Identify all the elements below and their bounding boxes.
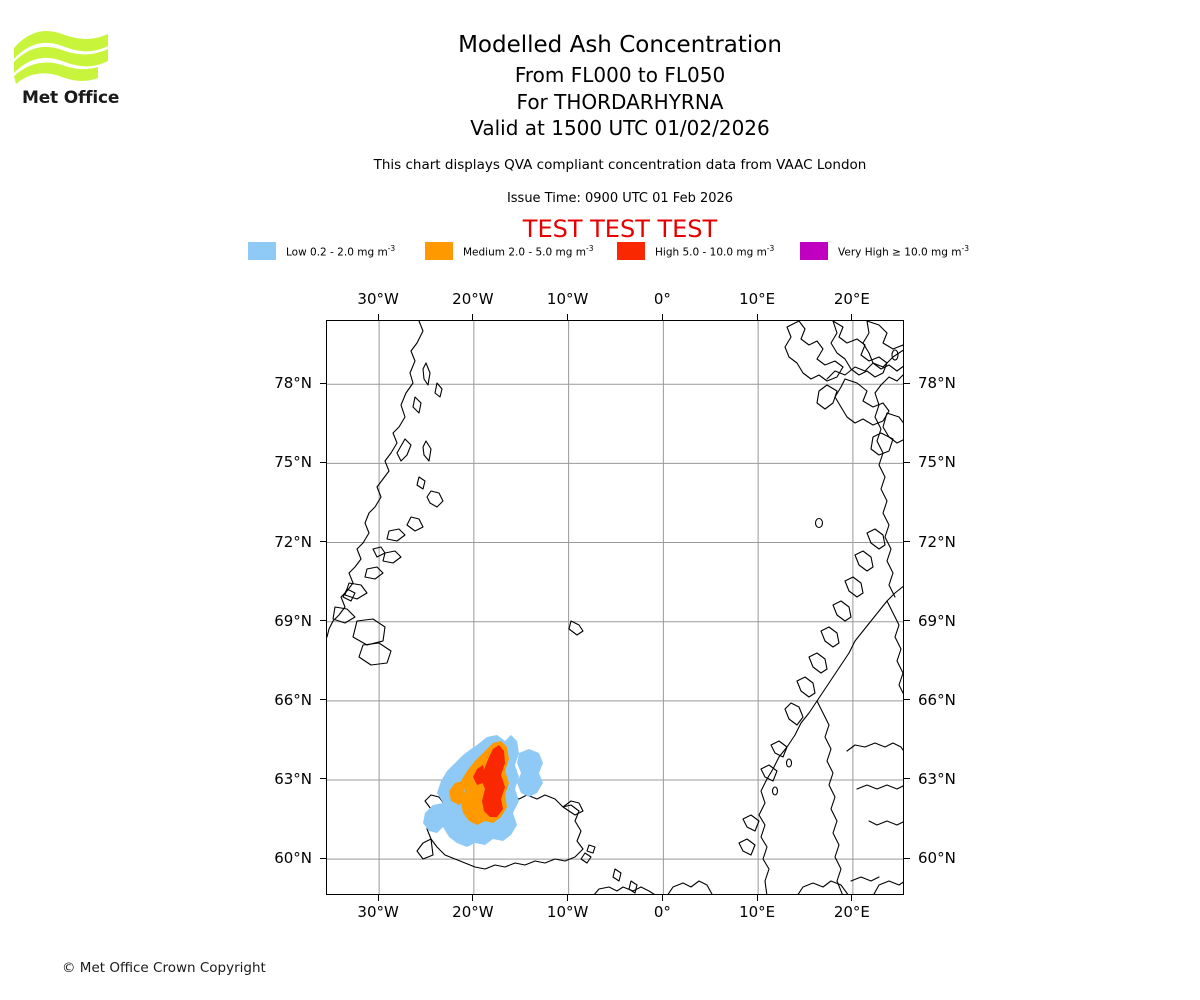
test-banner: TEST TEST TEST: [522, 215, 718, 243]
legend-text-very-high: Very High ≥ 10.0 mg m: [838, 246, 962, 259]
lat-label-left-3: 69°N: [274, 611, 312, 630]
lat-tickmark-left: [320, 382, 326, 384]
legend-sup-low: -3: [387, 243, 396, 253]
plume-high-contour: [481, 745, 505, 817]
legend-swatch-high: [617, 242, 645, 260]
legend-sup-medium: -3: [585, 243, 594, 253]
lon-label-top-4: 10°E: [739, 290, 776, 308]
lon-tickmark-bottom: [377, 895, 379, 901]
legend-item-very-high: Very High ≥ 10.0 mg m-3: [800, 241, 969, 261]
lat-label-left-1: 75°N: [274, 453, 312, 472]
lat-tickmark-right: [904, 857, 910, 859]
lat-tickmark-right: [904, 541, 910, 543]
lat-label-right-0: 78°N: [918, 374, 956, 393]
qva-compliance-note: This chart displays QVA compliant concen…: [373, 157, 867, 173]
lat-label-right-2: 72°N: [918, 532, 956, 551]
legend-item-medium: Medium 2.0 - 5.0 mg m-3: [425, 241, 593, 261]
plume-medium-lobe: [449, 781, 465, 805]
page-title: Modelled Ash Concentration: [458, 32, 782, 58]
lon-label-top-5: 20°E: [833, 290, 870, 308]
legend-item-high: High 5.0 - 10.0 mg m-3: [617, 241, 774, 261]
lat-tickmark-right: [904, 699, 910, 701]
lat-label-left-2: 72°N: [274, 532, 312, 551]
lon-tickmark-top: [567, 314, 569, 320]
lat-label-left-4: 66°N: [274, 690, 312, 709]
copyright-notice: © Met Office Crown Copyright: [62, 960, 266, 976]
lon-label-bottom-1: 20°W: [452, 903, 494, 921]
issue-time-label: Issue Time: 0900 UTC 01 Feb 2026: [506, 191, 734, 206]
lon-tickmark-bottom: [472, 895, 474, 901]
lat-label-right-1: 75°N: [918, 453, 956, 472]
lat-tickmark-left: [320, 541, 326, 543]
plume-high-streak: [473, 765, 485, 785]
lat-tickmark-left: [320, 461, 326, 463]
ash-concentration-map: 30°W 30°W 20°W 20°W 10°W 10°W 0° 0° 10°E 10°E 20°E…: [274, 290, 956, 921]
lon-tickmark-top: [851, 314, 853, 320]
legend-swatch-low: [248, 242, 276, 260]
legend-text-high: High 5.0 - 10.0 mg m: [655, 246, 767, 259]
legend-item-low: Low 0.2 - 2.0 mg m-3: [248, 241, 395, 261]
lon-label-bottom-4: 10°E: [739, 903, 776, 921]
legend-label-very-high: Very High ≥ 10.0 mg m-3: [838, 244, 969, 259]
legend-sup-high: -3: [766, 243, 775, 253]
lon-tickmark-bottom: [567, 895, 569, 901]
lon-label-bottom-5: 20°E: [833, 903, 870, 921]
lon-tickmark-bottom: [851, 895, 853, 901]
lon-label-bottom-3: 0°: [653, 903, 671, 921]
lon-tickmark-bottom: [756, 895, 758, 901]
lat-tickmark-left: [320, 857, 326, 859]
lon-label-top-0: 30°W: [357, 290, 399, 308]
plume-low-contour-east: [517, 749, 543, 797]
lat-tickmark-left: [320, 778, 326, 780]
legend-swatch-very-high: [800, 242, 828, 260]
lon-label-top-1: 20°W: [452, 290, 494, 308]
met-office-logo-mark: [14, 30, 108, 84]
title-valid-time: Valid at 1500 UTC 01/02/2026: [470, 116, 770, 140]
lat-label-left-5: 63°N: [274, 769, 312, 788]
lat-tickmark-right: [904, 620, 910, 622]
legend-swatch-medium: [425, 242, 453, 260]
legend-text-low: Low 0.2 - 2.0 mg m: [286, 246, 388, 259]
lat-tickmark-right: [904, 382, 910, 384]
ash-plume: [423, 735, 543, 847]
map-coastlines: [327, 321, 903, 894]
lat-label-right-4: 66°N: [918, 690, 956, 709]
legend-label-low: Low 0.2 - 2.0 mg m-3: [286, 244, 395, 259]
lat-label-right-5: 63°N: [918, 769, 956, 788]
lat-label-left-0: 78°N: [274, 374, 312, 393]
map-plot-frame: [326, 320, 904, 895]
legend-label-high: High 5.0 - 10.0 mg m-3: [655, 244, 774, 259]
lon-tickmark-top: [377, 314, 379, 320]
lat-label-left-6: 60°N: [274, 849, 312, 868]
legend-text-medium: Medium 2.0 - 5.0 mg m: [463, 246, 586, 259]
legend-sup-very-high: -3: [961, 243, 969, 253]
legend-label-medium: Medium 2.0 - 5.0 mg m-3: [463, 244, 593, 259]
plume-low-contour-west: [423, 803, 443, 833]
concentration-legend: Low 0.2 - 2.0 mg m-3 Medium 2.0 - 5.0 mg…: [248, 241, 988, 261]
lat-label-right-3: 69°N: [918, 611, 956, 630]
met-office-logo: Met Office: [12, 26, 132, 116]
lon-label-top-2: 10°W: [546, 290, 589, 308]
lat-tickmark-right: [904, 461, 910, 463]
map-canvas: [327, 321, 903, 894]
lat-tickmark-right: [904, 778, 910, 780]
met-office-wordmark: Met Office: [22, 88, 120, 108]
title-volcano: For THORDARHYRNA: [516, 90, 724, 114]
lon-tickmark-top: [756, 314, 758, 320]
lon-tickmark-top: [661, 314, 663, 320]
lat-tickmark-left: [320, 699, 326, 701]
lat-label-right-6: 60°N: [918, 849, 956, 868]
lat-tickmark-left: [320, 620, 326, 622]
lon-label-bottom-2: 10°W: [546, 903, 589, 921]
lon-tickmark-top: [472, 314, 474, 320]
lon-label-bottom-0: 30°W: [357, 903, 399, 921]
lon-tickmark-bottom: [661, 895, 663, 901]
title-flight-levels: From FL000 to FL050: [514, 63, 726, 87]
lon-label-top-3: 0°: [653, 290, 671, 308]
